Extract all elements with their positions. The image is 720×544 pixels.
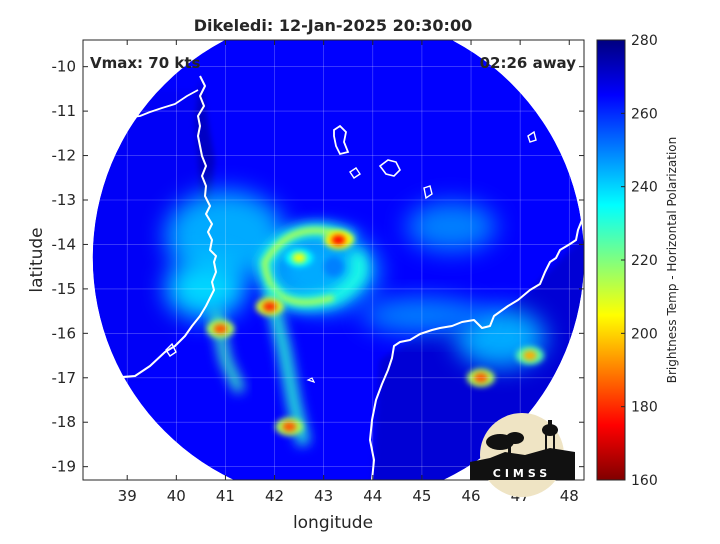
colorbar-tick-label: 240 — [631, 180, 658, 196]
cimss-logo: CIMSS — [470, 413, 575, 497]
island-outline — [477, 41, 495, 47]
y-tick-label: -19 — [52, 458, 77, 476]
island-outline — [306, 377, 316, 384]
rainband — [361, 297, 482, 334]
africa-coastline — [83, 75, 217, 388]
x-tick-label: 48 — [560, 487, 579, 505]
convective-core — [262, 301, 277, 312]
x-tick-label: 45 — [412, 487, 431, 505]
time-away-annotation: 02:26 away — [480, 54, 577, 72]
x-tick-label: 41 — [216, 487, 235, 505]
chart-title: Dikeledi: 12-Jan-2025 20:30:00 — [194, 16, 472, 35]
colorbar-tick-label: 160 — [631, 473, 658, 489]
madagascar-coastline — [369, 209, 584, 480]
coastline-north — [88, 89, 199, 129]
y-tick-label: -14 — [52, 235, 77, 253]
rainband — [165, 190, 286, 281]
water-tower-icon — [542, 424, 558, 436]
y-tick-label: -13 — [52, 191, 77, 209]
tower-leg — [553, 434, 555, 452]
x-tick-label: 43 — [314, 487, 333, 505]
rainband — [406, 201, 497, 252]
coastlines — [83, 41, 584, 480]
y-axis-ticks: -10 -11 -12 -13 -14 -15 -16 -17 -18 -19 — [52, 58, 584, 476]
y-tick-label: -12 — [52, 147, 77, 165]
storm-eye — [323, 256, 344, 277]
logo-silhouette — [470, 448, 575, 480]
x-tick-label: 44 — [363, 487, 382, 505]
convective-core — [292, 252, 307, 263]
eyewall-inner — [261, 227, 355, 306]
y-axis-label: latitude — [27, 227, 47, 292]
tower-leg — [545, 434, 547, 452]
convective-core — [213, 323, 228, 334]
colorbar-label: Brightness Temp - Horizontal Polarizatio… — [665, 137, 679, 384]
vmax-annotation: Vmax: 70 kts — [90, 54, 200, 72]
convective-core — [473, 372, 488, 383]
y-tick-label: -10 — [52, 58, 77, 76]
colorbar-tick-label: 200 — [631, 326, 658, 342]
convective-core — [522, 350, 537, 361]
y-tick-label: -16 — [52, 324, 77, 342]
tower-top — [548, 420, 552, 426]
x-axis-label: longitude — [293, 513, 373, 533]
colorbar-tick-label: 280 — [631, 33, 658, 49]
dish-mast — [508, 440, 511, 454]
x-tick-label: 40 — [167, 487, 186, 505]
x-tick-label: 46 — [461, 487, 480, 505]
y-tick-label: -17 — [52, 369, 77, 387]
logo-text: CIMSS — [493, 467, 551, 480]
colorbar-tick-label: 180 — [631, 400, 658, 416]
colorbar — [596, 39, 626, 481]
x-axis-ticks: 39404142434445464748 — [118, 40, 579, 505]
island-outline — [527, 130, 537, 143]
rainband — [165, 258, 246, 319]
island-outline — [333, 124, 350, 156]
grid-lines — [83, 40, 584, 480]
y-tick-label: -18 — [52, 413, 77, 431]
island-outline — [349, 167, 361, 179]
x-tick-label: 42 — [265, 487, 284, 505]
convective-core — [282, 421, 297, 432]
convective-core — [331, 235, 346, 245]
colorbar-ticks: 280 260 240 220 200 180 160 — [621, 33, 658, 489]
y-tick-label: -11 — [52, 102, 77, 120]
island-outline — [423, 185, 433, 200]
island-outline — [165, 342, 177, 357]
axes-box — [82, 39, 585, 481]
y-tick-label: -15 — [52, 280, 77, 298]
island-outline — [378, 159, 401, 177]
colorbar-tick-label: 220 — [631, 253, 658, 269]
colorbar-tick-label: 260 — [631, 106, 658, 122]
x-tick-label: 39 — [118, 487, 137, 505]
